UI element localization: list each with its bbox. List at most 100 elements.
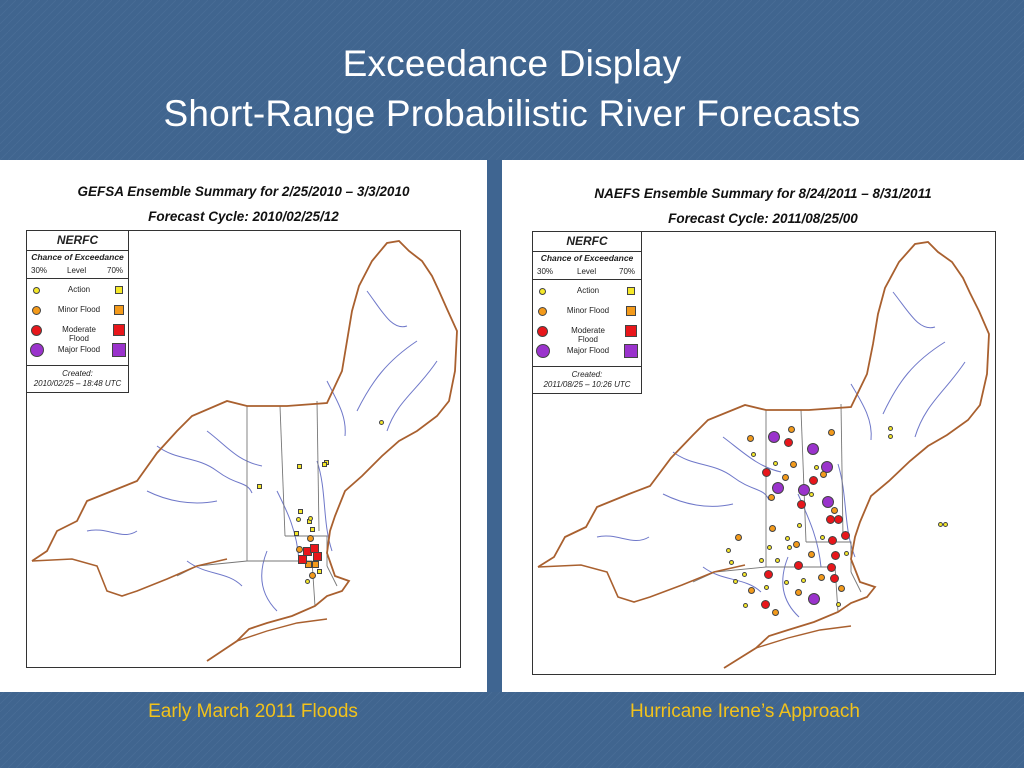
right-legend-major-square-icon xyxy=(624,344,638,358)
left-map-state-lines xyxy=(176,400,338,607)
right-map-ny-border xyxy=(537,564,746,603)
left-forecast-point-2 xyxy=(296,463,302,469)
right-legend-col-70: 70% xyxy=(619,267,636,276)
right-map-heading-line-2: Forecast Cycle: 2011/08/25/00 xyxy=(668,211,858,226)
right-legend-action-circle-icon xyxy=(539,288,546,295)
right-forecast-point-9 xyxy=(783,437,793,447)
left-legend-row-moderate: Moderate Flood xyxy=(27,321,128,343)
slide-title-line-1: Exceedance Display xyxy=(342,43,682,84)
right-legend-row-major: Major Flood xyxy=(533,342,641,362)
right-forecast-point-7 xyxy=(750,451,756,457)
left-legend-col-level: Level xyxy=(67,266,87,275)
right-forecast-point-60 xyxy=(781,473,789,481)
left-map-rivers xyxy=(86,290,438,612)
right-forecast-point-48 xyxy=(808,593,820,605)
left-legend-major-square-icon xyxy=(112,343,126,357)
right-forecast-point-27 xyxy=(840,530,850,540)
right-forecast-point-25 xyxy=(827,535,837,545)
left-forecast-point-12 xyxy=(295,545,303,553)
left-legend-office: NERFC xyxy=(27,231,128,251)
right-legend-columns: 30% Level 70% xyxy=(533,265,641,280)
right-forecast-point-5 xyxy=(787,425,795,433)
left-forecast-point-10 xyxy=(295,516,301,522)
left-legend-minor-circle-icon xyxy=(32,306,41,315)
left-map-ny-border xyxy=(31,558,228,597)
right-forecast-point-18 xyxy=(767,493,775,501)
left-legend: NERFC Chance of Exceedance 30% Level 70%… xyxy=(27,231,129,393)
right-map-border xyxy=(537,241,990,669)
right-legend-major-label: Major Flood xyxy=(566,346,610,355)
right-legend-minor-square-icon xyxy=(626,306,636,316)
right-forecast-point-29 xyxy=(843,550,849,556)
right-map-image xyxy=(537,241,990,669)
left-legend-subtitle: Chance of Exceedance xyxy=(31,252,124,262)
right-legend-major-circle-icon xyxy=(536,344,550,358)
right-legend-subtitle: Chance of Exceedance xyxy=(540,253,634,263)
left-legend-col-30: 30% xyxy=(31,266,48,275)
left-map-panel: GEFSA Ensemble Summary for 2/25/2010 – 3… xyxy=(0,160,487,692)
left-forecast-point-9 xyxy=(307,515,313,521)
left-forecast-point-19 xyxy=(308,571,316,579)
right-legend-action-square-icon xyxy=(627,287,635,295)
left-map-frame: NERFC Chance of Exceedance 30% Level 70%… xyxy=(26,230,461,668)
right-map-panel: NAEFS Ensemble Summary for 8/24/2011 – 8… xyxy=(502,160,1024,692)
right-map-heading-line-1: NAEFS Ensemble Summary for 8/24/2011 – 8… xyxy=(594,186,932,201)
left-map-image xyxy=(31,240,458,662)
right-map-frame: NERFC Chance of Exceedance 30% Level 70%… xyxy=(532,231,996,675)
right-forecast-point-22 xyxy=(830,506,838,514)
left-legend-action-label: Action xyxy=(67,285,91,294)
panel-divider xyxy=(487,160,502,692)
right-forecast-point-35 xyxy=(826,562,836,572)
right-forecast-point-17 xyxy=(772,482,784,494)
right-legend-col-30: 30% xyxy=(537,267,554,276)
right-forecast-point-34 xyxy=(807,550,815,558)
right-forecast-point-16 xyxy=(798,484,810,496)
left-legend-rows: Action Minor Flood Moderate Flood xyxy=(27,279,128,366)
right-legend-moderate-square-icon xyxy=(625,325,637,337)
left-legend-row-action: Action xyxy=(27,281,128,301)
right-forecast-point-58 xyxy=(786,544,792,550)
right-legend-moderate-label: Moderate Flood xyxy=(571,326,605,344)
left-legend-col-70: 70% xyxy=(107,266,124,275)
right-forecast-point-42 xyxy=(783,579,789,585)
right-map-caption: Hurricane Irene’s Approach xyxy=(630,701,860,722)
right-legend-moderate-circle-icon xyxy=(537,326,548,337)
left-legend-row-minor: Minor Flood xyxy=(27,301,128,321)
right-forecast-point-50 xyxy=(835,601,841,607)
left-map-border xyxy=(31,240,458,662)
right-forecast-point-39 xyxy=(829,573,839,583)
right-forecast-point-46 xyxy=(760,599,770,609)
right-legend-row-moderate: Moderate Flood xyxy=(533,322,641,344)
right-forecast-point-10 xyxy=(807,443,819,455)
right-forecast-point-47 xyxy=(794,588,802,596)
right-forecast-point-57 xyxy=(774,557,780,563)
right-legend-action-label: Action xyxy=(576,286,600,295)
left-forecast-point-3 xyxy=(321,461,327,467)
left-forecast-point-15 xyxy=(312,551,322,561)
right-forecast-point-62 xyxy=(761,467,771,477)
left-forecast-point-21 xyxy=(297,554,307,564)
left-legend-row-major: Major Flood xyxy=(27,341,128,361)
right-forecast-point-53 xyxy=(734,533,742,541)
right-legend-row-action: Action xyxy=(533,282,641,302)
left-map-long-island xyxy=(236,618,328,642)
left-legend-moderate-square-icon xyxy=(113,324,125,336)
right-forecast-point-37 xyxy=(800,577,806,583)
right-forecast-point-55 xyxy=(732,578,738,584)
left-map-heading-line-2: Forecast Cycle: 2010/02/25/12 xyxy=(148,209,339,224)
left-legend-action-square-icon xyxy=(115,286,123,294)
left-forecast-point-5 xyxy=(297,508,303,514)
right-forecast-point-3 xyxy=(887,433,893,439)
left-forecast-point-7 xyxy=(309,526,315,532)
right-forecast-point-52 xyxy=(728,559,734,565)
right-legend-col-level: Level xyxy=(577,267,597,276)
left-forecast-point-17 xyxy=(304,560,312,568)
right-forecast-point-31 xyxy=(784,535,790,541)
right-forecast-point-13 xyxy=(821,461,833,473)
left-legend-created-value: 2010/02/25 – 18:48 UTC xyxy=(33,379,122,388)
left-legend-major-label: Major Flood xyxy=(57,345,101,354)
right-forecast-point-28 xyxy=(830,550,840,560)
right-forecast-point-0 xyxy=(937,521,943,527)
right-forecast-point-6 xyxy=(746,434,754,442)
